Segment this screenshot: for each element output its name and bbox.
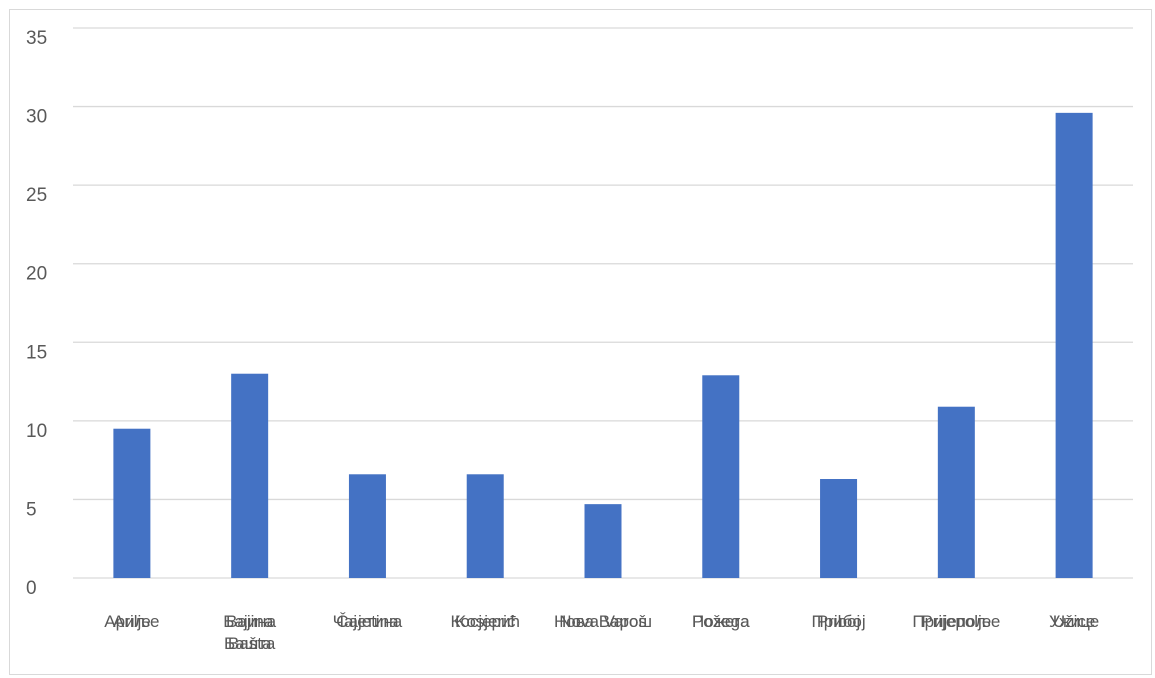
bar (348, 474, 386, 578)
y-tick-label: 15 (26, 342, 47, 363)
y-tick-label: 20 (26, 264, 47, 285)
x-tick-label: Нова Варош (554, 612, 652, 631)
x-tick-label: Arilje (113, 612, 151, 631)
x-tick-label: Nova Varoš (559, 612, 647, 631)
x-tick-label: Čajetina (336, 612, 399, 631)
bar (1055, 112, 1093, 578)
bar (702, 375, 740, 578)
x-tick-label: Ариље (104, 612, 159, 631)
bars (113, 112, 1093, 578)
y-axis-ticks: 0 5 10 15 20 25 30 35 (26, 28, 47, 599)
x-tick-label: Пријепоље (912, 612, 1000, 631)
x-tick-label: Косјерић (450, 612, 520, 631)
y-tick-label: 35 (26, 28, 47, 49)
x-tick-label: Užice (1053, 612, 1096, 631)
y-tick-label: 25 (26, 185, 47, 206)
x-tick-label: Priboj (817, 612, 860, 631)
x-tick-label: Чајетина (333, 612, 403, 631)
x-tick-label: Пожега (692, 612, 750, 631)
x-tick-label: Požega (692, 612, 750, 631)
bar (584, 504, 622, 578)
bar (466, 474, 504, 578)
y-tick-label: 0 (26, 578, 37, 599)
x-tick-label: Прибој (811, 612, 865, 631)
bar (231, 373, 269, 578)
x-tick-label: Бајина Башта (223, 612, 276, 653)
x-tick-label: Ужице (1049, 612, 1099, 631)
x-tick-label: Bajina Bašta (226, 612, 274, 653)
x-tick-label: Kosjerić (455, 612, 516, 631)
y-tick-label: 5 (26, 499, 37, 520)
x-tick-label: Prijepolje (921, 612, 991, 631)
y-tick-label: 30 (26, 107, 47, 128)
y-tick-label: 10 (26, 421, 47, 442)
bar (820, 479, 858, 578)
bar (937, 406, 975, 578)
bar (113, 428, 151, 578)
